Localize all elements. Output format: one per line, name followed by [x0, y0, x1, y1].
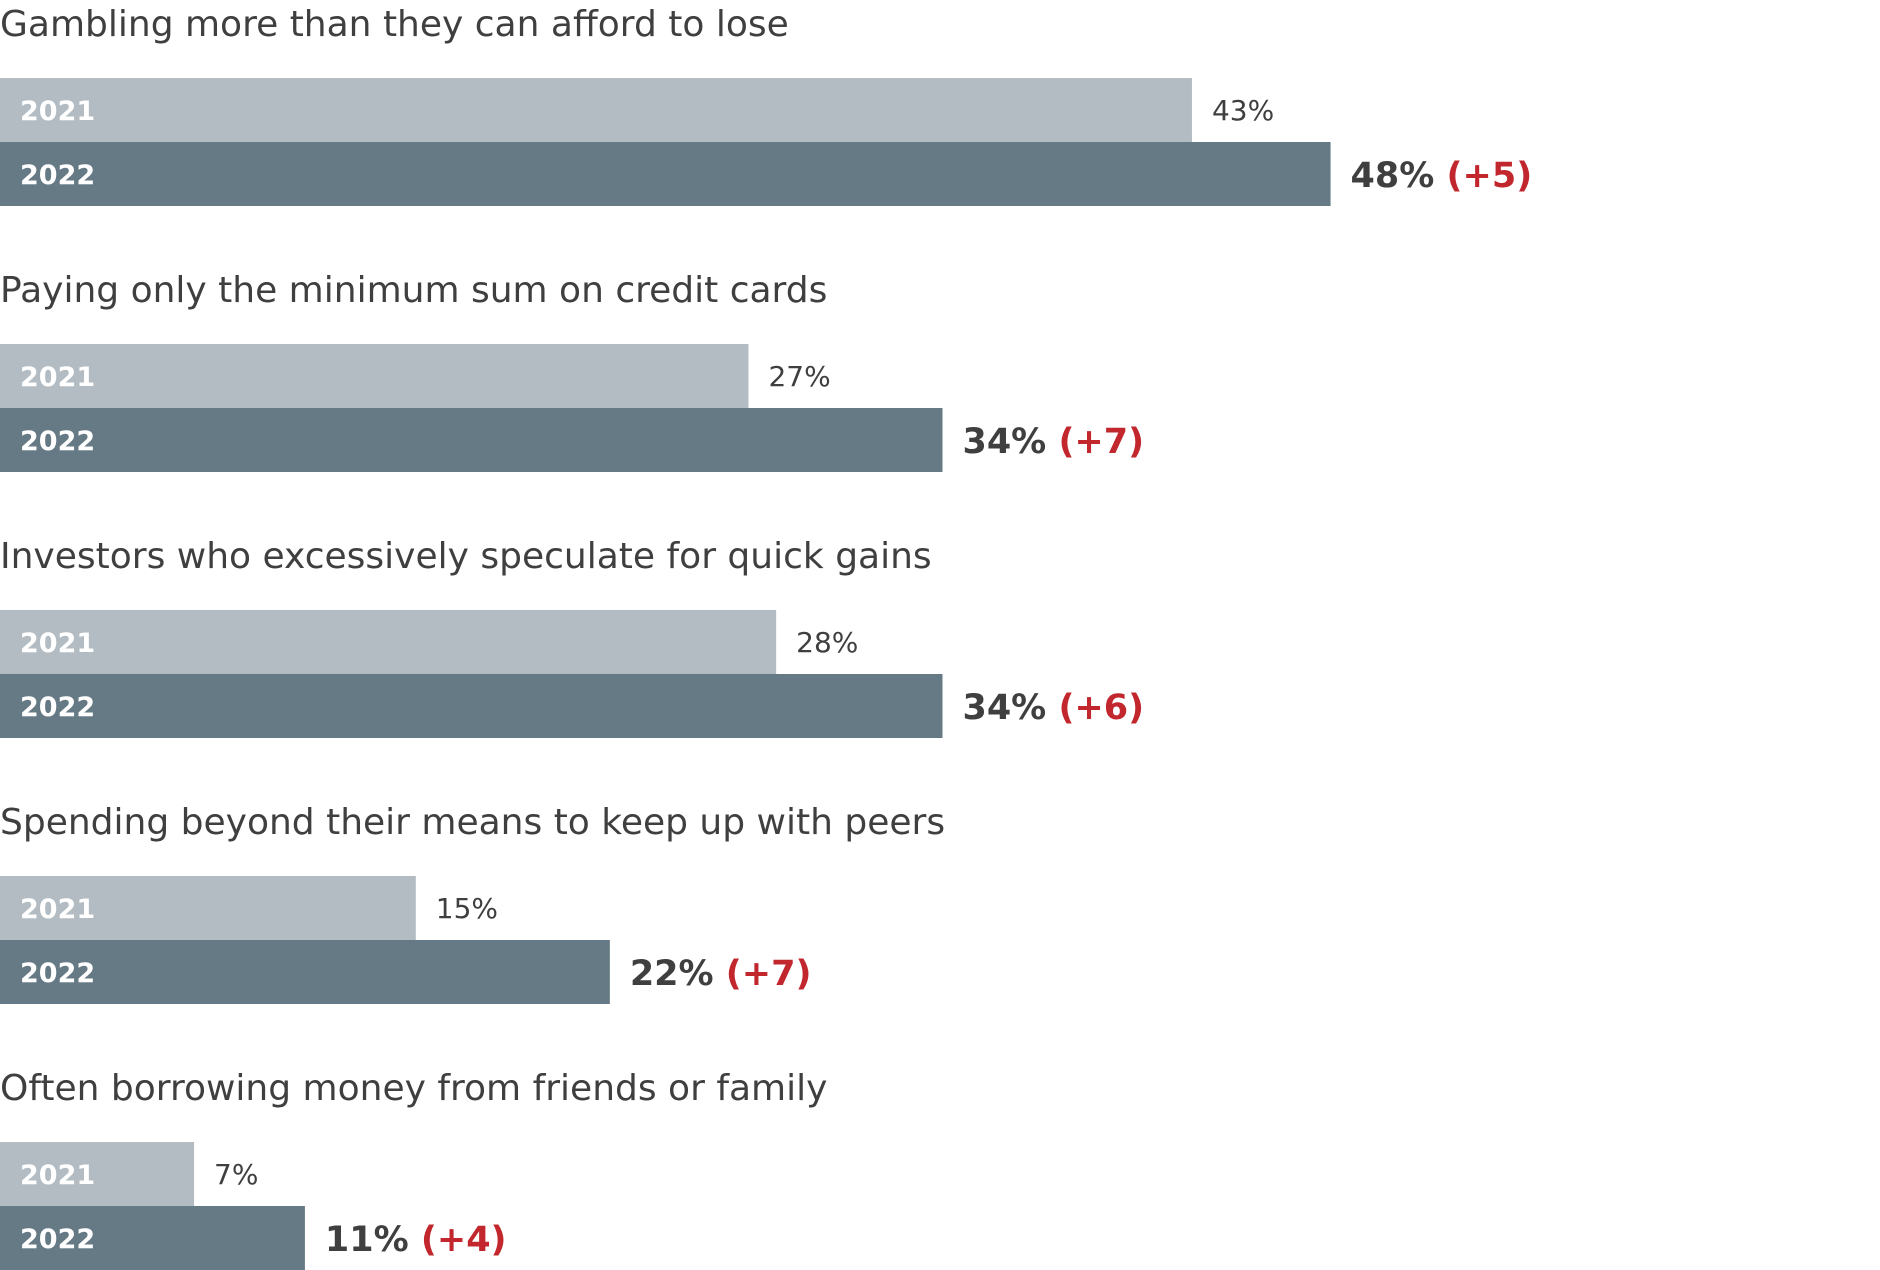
delta-label: (+4)	[421, 1220, 507, 1260]
value-2022: 11%	[325, 1220, 421, 1260]
category-label: Often borrowing money from friends or fa…	[0, 1068, 827, 1109]
value-label-2022: 34% (+7)	[962, 422, 1144, 462]
value-label-2022: 34% (+6)	[962, 688, 1144, 728]
year-label-2022: 2022	[20, 160, 95, 191]
year-label-2022: 2022	[20, 692, 95, 723]
category-label: Investors who excessively speculate for …	[0, 536, 932, 577]
category-group: Investors who excessively speculate for …	[0, 536, 1144, 738]
delta-label: (+6)	[1058, 688, 1144, 728]
year-label-2021: 2021	[20, 894, 95, 925]
bar-2021	[0, 610, 777, 674]
value-label-2021: 28%	[796, 626, 858, 659]
category-group: Gambling more than they can afford to lo…	[0, 4, 1532, 206]
year-label-2021: 2021	[20, 1160, 95, 1191]
value-label-2021: 7%	[214, 1158, 258, 1191]
category-group: Spending beyond their means to keep up w…	[0, 802, 945, 1004]
year-label-2022: 2022	[20, 1224, 95, 1255]
bar-2022	[0, 408, 943, 472]
delta-label: (+7)	[726, 954, 812, 994]
category-group: Often borrowing money from friends or fa…	[0, 1068, 827, 1270]
value-label-2022: 11% (+4)	[325, 1220, 507, 1260]
category-label: Gambling more than they can afford to lo…	[0, 4, 789, 45]
value-label-2021: 27%	[768, 360, 830, 393]
bar-2022	[0, 674, 943, 738]
year-label-2021: 2021	[20, 96, 95, 127]
bar-2021	[0, 344, 749, 408]
value-label-2022: 48% (+5)	[1351, 156, 1533, 196]
category-label: Spending beyond their means to keep up w…	[0, 802, 945, 843]
bar-2022	[0, 1206, 305, 1270]
value-2022: 34%	[962, 688, 1058, 728]
delta-label: (+7)	[1058, 422, 1144, 462]
bar-2022	[0, 940, 610, 1004]
year-label-2021: 2021	[20, 362, 95, 393]
bar-2021	[0, 1142, 195, 1206]
bar-2022	[0, 142, 1331, 206]
bar-2021	[0, 78, 1192, 142]
year-label-2022: 2022	[20, 958, 95, 989]
delta-label: (+5)	[1447, 156, 1533, 196]
value-2022: 34%	[962, 422, 1058, 462]
value-2022: 22%	[630, 954, 726, 994]
value-label-2021: 43%	[1212, 94, 1274, 127]
year-label-2021: 2021	[20, 628, 95, 659]
category-group: Paying only the minimum sum on credit ca…	[0, 270, 1144, 472]
value-label-2021: 15%	[436, 892, 498, 925]
year-label-2022: 2022	[20, 426, 95, 457]
category-label: Paying only the minimum sum on credit ca…	[0, 270, 827, 311]
value-label-2022: 22% (+7)	[630, 954, 812, 994]
value-2022: 48%	[1351, 156, 1447, 196]
bar-2021	[0, 876, 416, 940]
